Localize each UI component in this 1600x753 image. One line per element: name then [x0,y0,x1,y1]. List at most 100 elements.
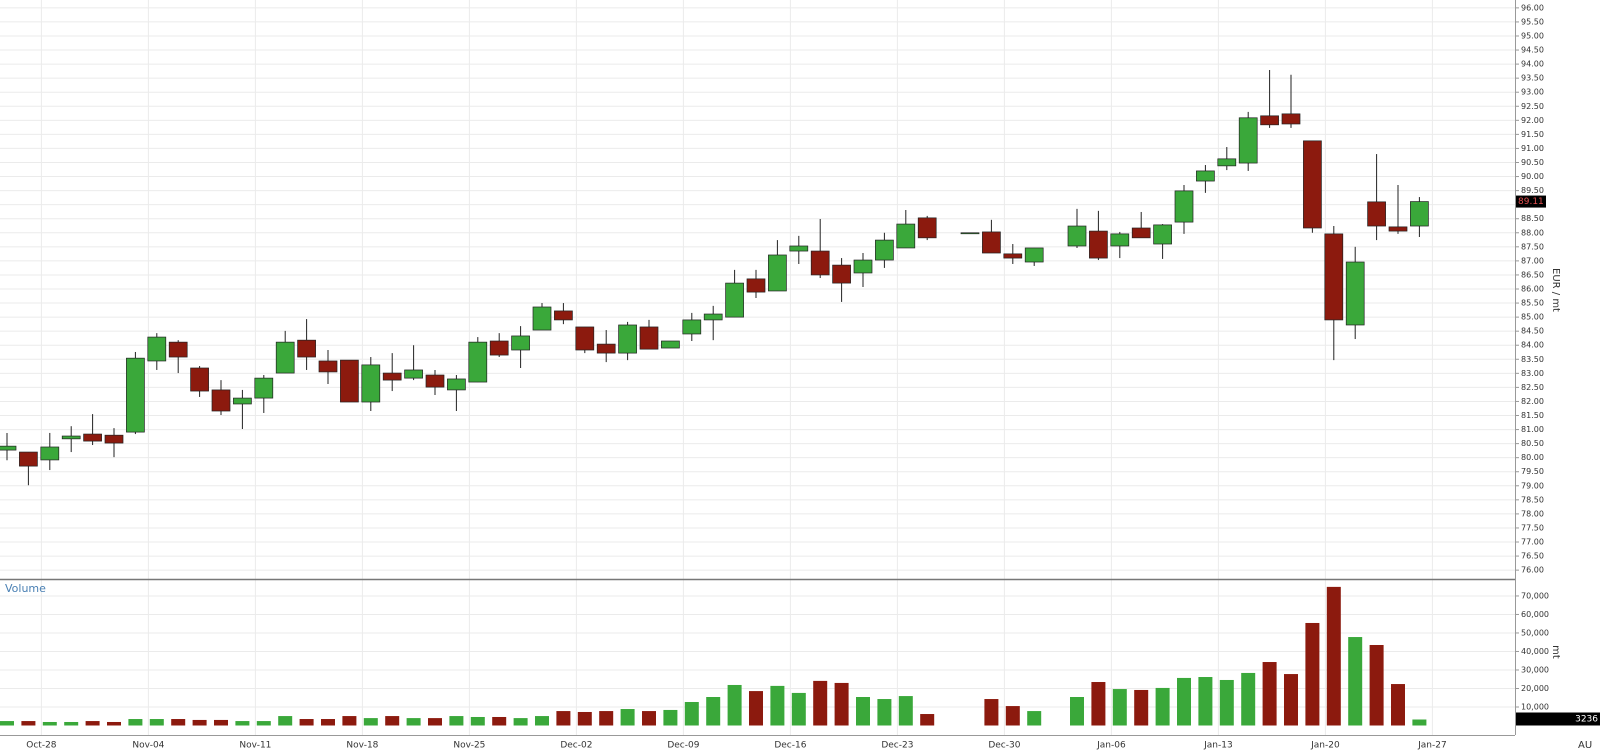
candle-body [275,341,295,374]
x-tick-label: Nov-18 [346,741,378,751]
volume-bar [342,716,357,726]
candle-body [1131,227,1151,239]
volume-bar [791,692,806,726]
x-tick-label: Jan-13 [1203,741,1233,751]
x-tick-label: Jan-27 [1417,741,1447,751]
candle-body [1089,230,1108,259]
last-price-box [1516,195,1546,208]
candle-body [703,313,723,321]
x-tick-label: Nov-11 [239,741,271,751]
y-tick-label: 77.00 [1521,538,1544,547]
x-tick-label: Nov-25 [453,741,485,751]
candle-body [1303,140,1322,229]
volume-bar [642,711,656,726]
candle-body [725,282,744,318]
candle-body [1217,158,1237,167]
candle-body [468,341,488,383]
volume-bar [235,721,250,726]
x-tick-label: Dec-09 [667,741,699,751]
candle-body [404,369,423,379]
volume-bar [1284,674,1298,726]
volume-bar [1027,711,1042,726]
volume-bar [727,684,742,726]
last-volume-box [1516,712,1600,726]
candle-body [917,217,937,239]
volume-bar [149,719,164,726]
candle-body [618,324,637,354]
x-tick-label: Dec-02 [560,741,592,751]
candle-body [1324,233,1344,321]
price-axis-title: EUR / mt [1550,268,1561,312]
y-tick-label: 80.00 [1521,453,1544,462]
y-tick-label: 50,000 [1521,628,1549,637]
volume-bar [1326,586,1341,726]
volume-bar [171,719,186,726]
last-volume-label: 3236 [1575,715,1598,725]
candle-body [297,339,316,358]
candle-body [1153,224,1172,245]
candle-body [832,264,851,284]
candle-body [875,239,894,261]
y-tick-label: 90.50 [1521,158,1544,167]
volume-bar [449,716,464,726]
candle-body [746,278,766,293]
volume-bar [278,716,293,726]
candle-body [126,357,145,433]
x-tick-label: Jan-06 [1096,741,1126,751]
y-tick-label: 93.00 [1521,88,1544,97]
y-tick-label: 76.00 [1521,566,1544,575]
volume-bar [299,719,314,726]
y-tick-label: 82.00 [1521,397,1544,406]
y-tick-label: 88.00 [1521,228,1544,237]
y-tick-label: 20,000 [1521,684,1549,693]
volume-bar [877,699,892,726]
volume-bar [535,716,549,726]
volume-bar [663,709,678,726]
candle-body [1260,115,1279,126]
candle-body [318,360,338,373]
volume-bar [21,721,36,726]
candle-body [1388,226,1408,232]
volume-bar [321,719,335,726]
candle-body [233,397,252,405]
volume-bar [813,680,828,726]
volume-bar [192,719,207,726]
volume-bar [770,685,785,726]
volume-bar [1262,662,1277,726]
y-tick-label: 95.50 [1521,17,1544,26]
candle-body [190,367,209,392]
y-tick-label: 79.00 [1521,481,1544,490]
candle-body [61,435,81,440]
candle-body [853,259,873,274]
y-tick-label: 60,000 [1521,610,1549,619]
candle-body [83,433,102,442]
candle-body [168,341,188,358]
volume-bar [706,697,721,726]
y-tick-label: 90.00 [1521,172,1544,181]
y-tick-label: 94.00 [1521,60,1544,69]
candle-body [382,372,402,381]
y-tick-label: 79.50 [1521,467,1544,476]
candle-body [511,335,530,351]
y-tick-label: 95.00 [1521,31,1544,40]
candle-body [425,374,445,388]
x-tick-label: Dec-23 [881,741,913,751]
candle-body [554,310,573,321]
volume-bar [898,696,913,726]
y-tick-label: 92.50 [1521,102,1544,111]
y-tick-label: 83.50 [1521,355,1544,364]
volume-bar [1391,684,1405,726]
volume-bar [1412,719,1427,726]
volume-title: Volume [5,582,46,595]
y-tick-label: 30,000 [1521,665,1549,674]
volume-bar [128,719,143,726]
candle-body [1110,233,1130,247]
candle-body [789,245,809,252]
volume-bar [556,711,571,726]
y-tick-label: 86.00 [1521,285,1544,294]
y-tick-label: 92.00 [1521,116,1544,125]
y-tick-label: 85.00 [1521,313,1544,322]
volume-bar [256,721,271,726]
volume-bar [1369,644,1384,726]
volume-bar [1219,679,1234,726]
